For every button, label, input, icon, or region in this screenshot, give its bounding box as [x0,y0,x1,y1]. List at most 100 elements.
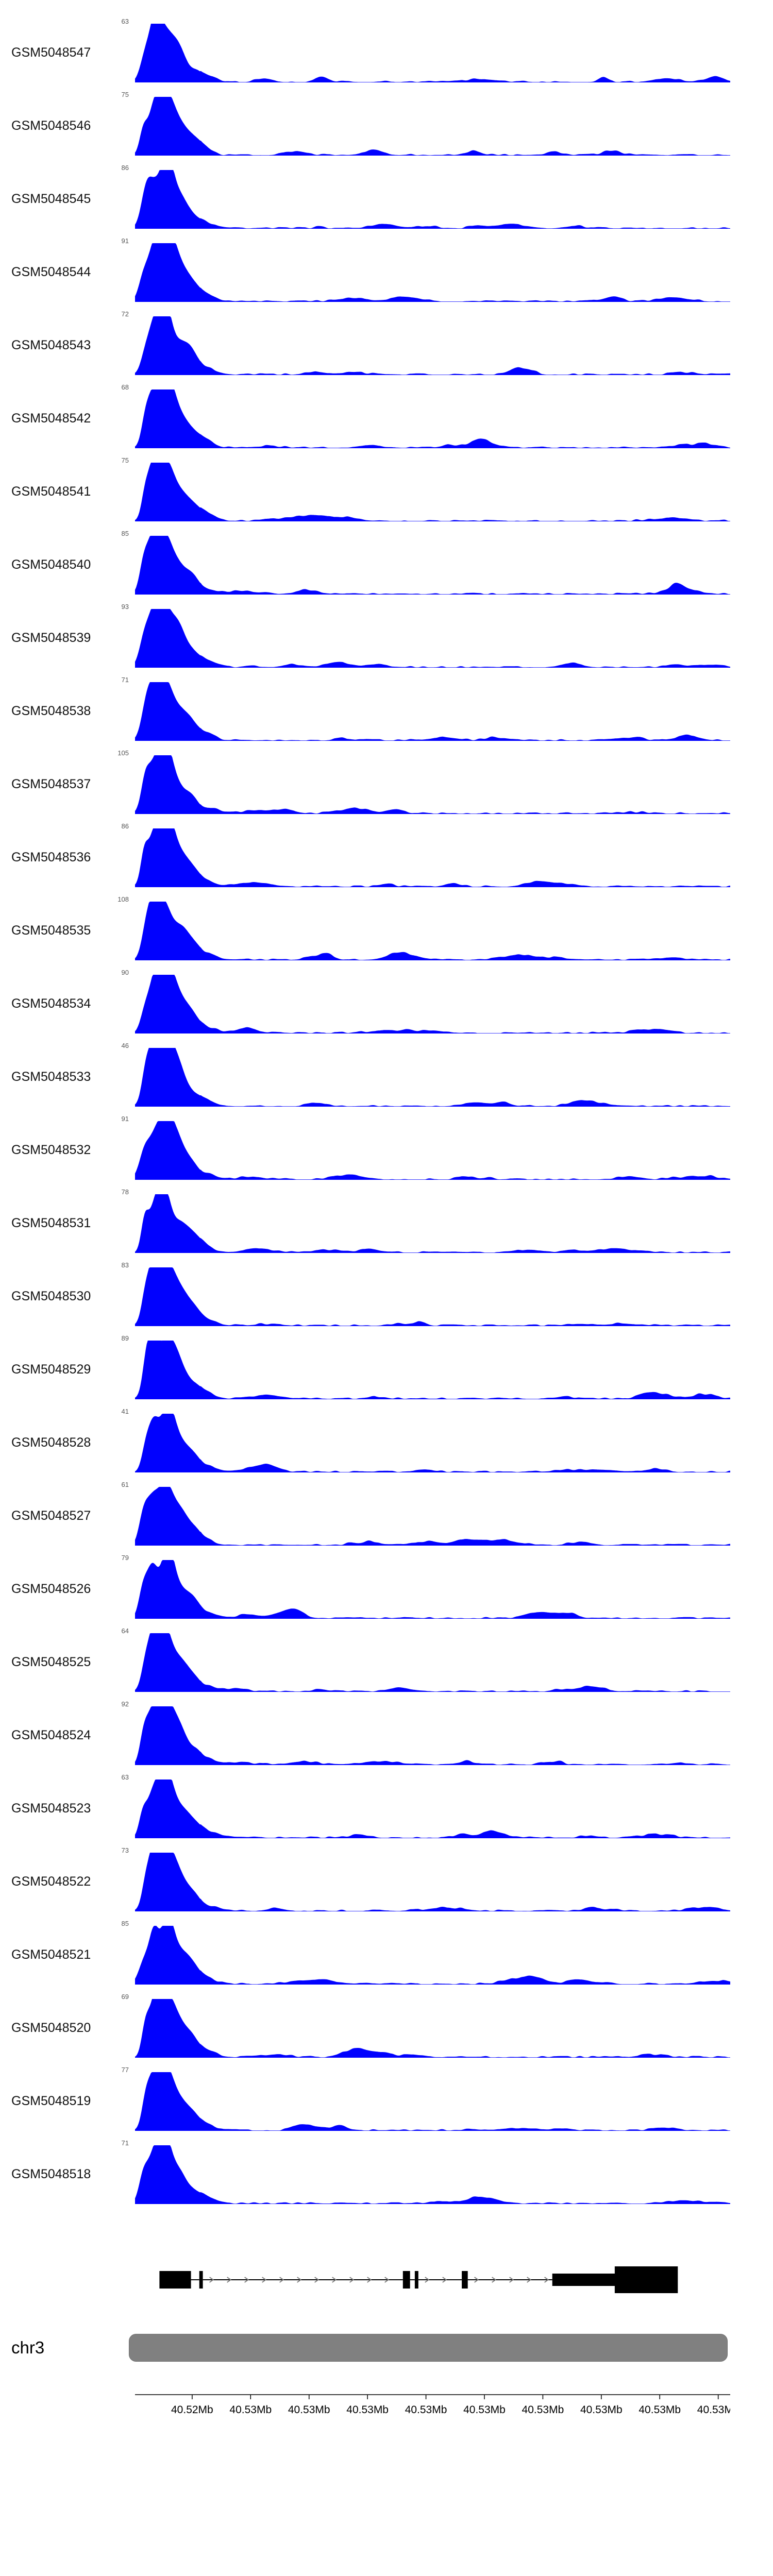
coverage-area [135,170,730,229]
axis-tick-label: 40.52Mb [171,2404,213,2416]
track-ymax-value: 83 [121,1261,129,1269]
coverage-track-GSM5048523: GSM5048523 63 [0,1772,773,1845]
coverage-signal [135,1560,730,1619]
track-ymax-value: 78 [121,1188,129,1196]
axis-tick-label: 40.53Mb [288,2404,330,2416]
track-label: GSM5048544 [11,265,91,279]
track-label: GSM5048521 [11,1947,91,1962]
coverage-track-GSM5048544: GSM5048544 91 [0,236,773,309]
strand-arrow-icon [314,2277,320,2283]
coverage-signal [135,1414,730,1472]
track-label: GSM5048533 [11,1070,91,1084]
track-ymax-value: 86 [121,822,129,830]
track-ymax-value: 72 [121,310,129,318]
strand-arrow-icon [544,2277,549,2283]
coverage-area [135,1853,730,1911]
strand-arrow-icon [527,2277,532,2283]
coverage-area [135,755,730,814]
coverage-area [135,1341,730,1399]
coverage-area [135,463,730,521]
coverage-area [135,1414,730,1472]
strand-arrow-icon [492,2277,497,2283]
coverage-area [135,1560,730,1619]
coverage-signal [135,24,730,82]
track-label: GSM5048529 [11,1362,91,1377]
track-ymax-value: 68 [121,383,129,391]
track-label: GSM5048547 [11,45,91,60]
coverage-signal [135,1267,730,1326]
track-ymax-value: 89 [121,1334,129,1342]
track-ymax-value: 75 [121,456,129,464]
track-label: GSM5048522 [11,1874,91,1889]
coverage-track-GSM5048545: GSM5048545 86 [0,163,773,236]
coverage-area [135,536,730,595]
coverage-track-GSM5048529: GSM5048529 89 [0,1333,773,1406]
strand-arrow-icon [332,2277,337,2283]
track-label: GSM5048528 [11,1435,91,1450]
coverage-signal [135,1121,730,1180]
track-ymax-value: 93 [121,603,129,611]
coverage-area [135,1706,730,1765]
coverage-area [135,316,730,375]
coverage-signal [135,755,730,814]
coverage-track-GSM5048534: GSM5048534 90 [0,968,773,1041]
strand-arrow-icon [297,2277,302,2283]
exon [414,2271,418,2289]
track-label: GSM5048523 [11,1801,91,1816]
track-label: GSM5048525 [11,1655,91,1669]
track-label: GSM5048520 [11,2021,91,2035]
coverage-area [135,902,730,960]
coverage-track-GSM5048546: GSM5048546 75 [0,90,773,163]
coverage-area [135,243,730,302]
coverage-track-GSM5048539: GSM5048539 93 [0,602,773,675]
coverage-track-GSM5048526: GSM5048526 79 [0,1553,773,1626]
track-label: GSM5048537 [11,777,91,791]
track-ymax-value: 63 [121,18,129,25]
strand-arrow-icon [425,2277,430,2283]
track-label: GSM5048538 [11,704,91,718]
coverage-track-GSM5048537: GSM5048537 105 [0,748,773,821]
coverage-signal [135,828,730,887]
coverage-signal [135,1633,730,1692]
track-ymax-value: 91 [121,237,129,245]
track-label: GSM5048530 [11,1289,91,1303]
genome-axis: 40.52Mb 40.53Mb 40.53Mb 40.53Mb 40.53Mb 40.53… [135,2394,730,2416]
coverage-track-GSM5048525: GSM5048525 64 [0,1626,773,1699]
track-label: GSM5048535 [11,923,91,938]
coverage-signal [135,243,730,302]
track-label: GSM5048518 [11,2167,91,2181]
track-ymax-value: 92 [121,1700,129,1708]
coverage-track-GSM5048536: GSM5048536 86 [0,821,773,894]
exon [199,2271,203,2289]
exon [614,2266,678,2293]
track-label: GSM5048531 [11,1216,91,1230]
coverage-area [135,828,730,887]
track-ymax-value: 71 [121,2139,129,2147]
coverage-track-GSM5048542: GSM5048542 68 [0,382,773,455]
exon [552,2274,615,2286]
coverage-area [135,1121,730,1180]
coverage-area [135,1633,730,1692]
track-ymax-value: 61 [121,1481,129,1488]
ideogram-track: chr3 [0,2334,773,2363]
coverage-track-GSM5048518: GSM5048518 71 [0,2138,773,2211]
coverage-signal [135,1194,730,1253]
coverage-area [135,1487,730,1546]
track-ymax-value: 77 [121,2066,129,2074]
track-label: GSM5048527 [11,1509,91,1523]
track-label: GSM5048546 [11,118,91,133]
coverage-signal [135,389,730,448]
track-ymax-value: 105 [117,749,129,757]
coverage-track-GSM5048535: GSM5048535 108 [0,894,773,968]
coverage-signal [135,1341,730,1399]
coverage-area [135,1267,730,1326]
coverage-track-GSM5048531: GSM5048531 78 [0,1187,773,1260]
coverage-track-GSM5048524: GSM5048524 92 [0,1699,773,1772]
coverage-area [135,1780,730,1838]
track-label: GSM5048519 [11,2094,91,2108]
track-ymax-value: 90 [121,969,129,976]
coverage-signal [135,2145,730,2204]
strand-arrow-icon [367,2277,372,2283]
track-ymax-value: 41 [121,1408,129,1415]
